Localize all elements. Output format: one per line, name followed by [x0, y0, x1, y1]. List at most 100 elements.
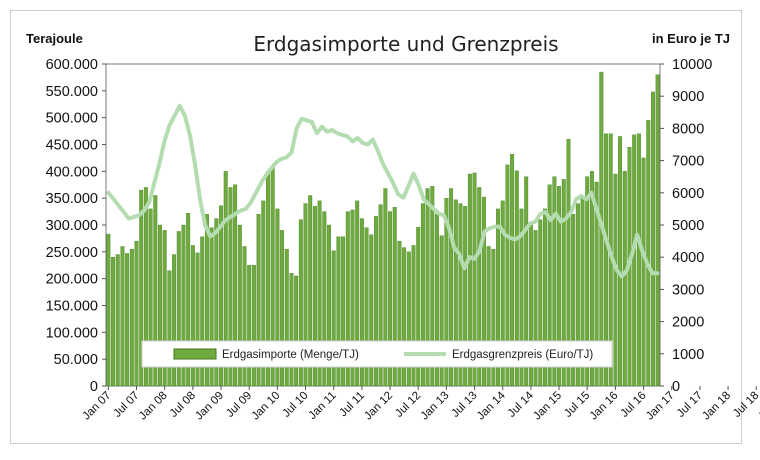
import-bar — [618, 136, 623, 387]
import-bar — [632, 134, 637, 387]
import-bar — [158, 224, 162, 387]
import-bar — [449, 188, 454, 387]
import-bar — [336, 236, 341, 387]
import-bar — [552, 176, 557, 387]
import-bar — [458, 203, 463, 387]
import-bar — [350, 209, 355, 387]
left-tick-label: 350.000 — [46, 191, 98, 207]
import-bar — [402, 247, 407, 387]
x-tick-label: Jan 14 — [475, 389, 508, 422]
right-tick-label: 4000 — [672, 250, 704, 266]
legend: Erdgasimporte (Menge/TJ) Erdgasgrenzprei… — [141, 340, 613, 368]
import-bar — [430, 186, 435, 387]
import-bar — [514, 170, 519, 387]
left-tick-label: 150.000 — [46, 299, 98, 315]
import-bar — [463, 206, 468, 387]
right-tick-label: 9000 — [672, 89, 704, 105]
import-bar — [143, 187, 148, 387]
import-bar — [383, 188, 388, 387]
left-tick-label: 200.000 — [46, 272, 98, 288]
right-axis-unit-label: in Euro je TJ — [652, 31, 730, 46]
import-bar — [467, 173, 472, 387]
import-bar — [571, 214, 576, 387]
import-bar — [308, 195, 313, 387]
import-bar — [341, 236, 346, 387]
import-bar — [594, 181, 599, 387]
import-bar — [148, 208, 153, 387]
x-tick-label: Jul 10 — [280, 390, 310, 420]
left-tick-label: 250.000 — [46, 245, 98, 261]
left-tick-label: 300.000 — [46, 218, 98, 234]
import-bar — [172, 254, 177, 387]
import-bar — [284, 248, 289, 387]
price-line — [106, 103, 660, 279]
import-bar — [289, 273, 294, 387]
import-bar — [543, 208, 547, 387]
import-bar — [641, 157, 646, 387]
import-bar — [561, 179, 566, 387]
import-bar — [533, 230, 538, 387]
legend-swatch-imports — [173, 348, 217, 360]
import-bar — [566, 138, 571, 387]
import-bar — [369, 234, 374, 387]
import-bar — [247, 265, 252, 387]
import-bar — [186, 213, 191, 387]
import-bar — [115, 254, 120, 387]
x-tick-label: Jan 15 — [531, 390, 564, 423]
x-tick-label: Jan 18 — [700, 390, 733, 423]
line-series — [106, 103, 660, 279]
import-bar — [538, 219, 543, 387]
import-bar — [392, 207, 397, 387]
import-bar — [345, 211, 350, 387]
import-bar — [195, 252, 200, 387]
import-bar — [439, 235, 444, 387]
x-tick-label: Jan 16 — [588, 390, 621, 423]
right-tick-label: 7000 — [672, 154, 704, 170]
right-tick-label: 2000 — [672, 315, 704, 331]
import-bar — [153, 195, 158, 387]
import-bar — [214, 218, 219, 387]
import-bar — [125, 253, 130, 387]
legend-label-imports: Erdgasimporte (Menge/TJ) — [222, 349, 359, 361]
import-bar — [111, 257, 116, 387]
import-bar — [129, 248, 134, 387]
import-bar — [294, 275, 299, 387]
import-bar — [655, 74, 660, 387]
left-axis-ticks: 0 50.000 100.000 150.000 200.000 250.000 300.0… — [46, 57, 106, 395]
left-tick-label: 50.000 — [54, 352, 98, 368]
left-tick-label: 450.000 — [46, 138, 98, 154]
import-bar — [298, 219, 303, 387]
import-bar — [317, 200, 322, 387]
x-tick-label: Jul 18 — [731, 390, 760, 420]
import-bar — [604, 133, 608, 387]
import-bar — [280, 230, 285, 387]
import-bar — [251, 265, 256, 387]
right-axis-ticks: 0 1000 2000 3000 4000 5000 6000 7000 8000 9000 100… — [660, 57, 712, 395]
x-tick-label: Jan 08 — [137, 390, 170, 423]
left-tick-label: 500.000 — [46, 111, 98, 127]
left-tick-label: 0 — [90, 379, 98, 395]
import-bar — [200, 236, 205, 387]
import-bar — [575, 203, 580, 387]
import-bar — [491, 248, 496, 387]
import-bar — [646, 120, 651, 387]
right-tick-label: 5000 — [672, 218, 704, 234]
import-bar — [650, 91, 655, 387]
import-bar — [425, 188, 430, 387]
import-bar — [106, 233, 111, 387]
import-bar — [176, 231, 181, 387]
right-tick-label: 10000 — [672, 57, 712, 73]
import-bar — [228, 187, 233, 387]
import-bar — [327, 224, 331, 387]
import-bar — [411, 245, 416, 387]
import-bar — [223, 171, 228, 387]
import-bar — [505, 164, 510, 387]
import-bar — [355, 200, 360, 387]
import-bar — [364, 227, 369, 387]
x-tick-label: Jan 10 — [250, 390, 283, 423]
import-bar — [204, 214, 209, 387]
import-bar — [496, 208, 500, 387]
import-bar — [167, 270, 172, 387]
